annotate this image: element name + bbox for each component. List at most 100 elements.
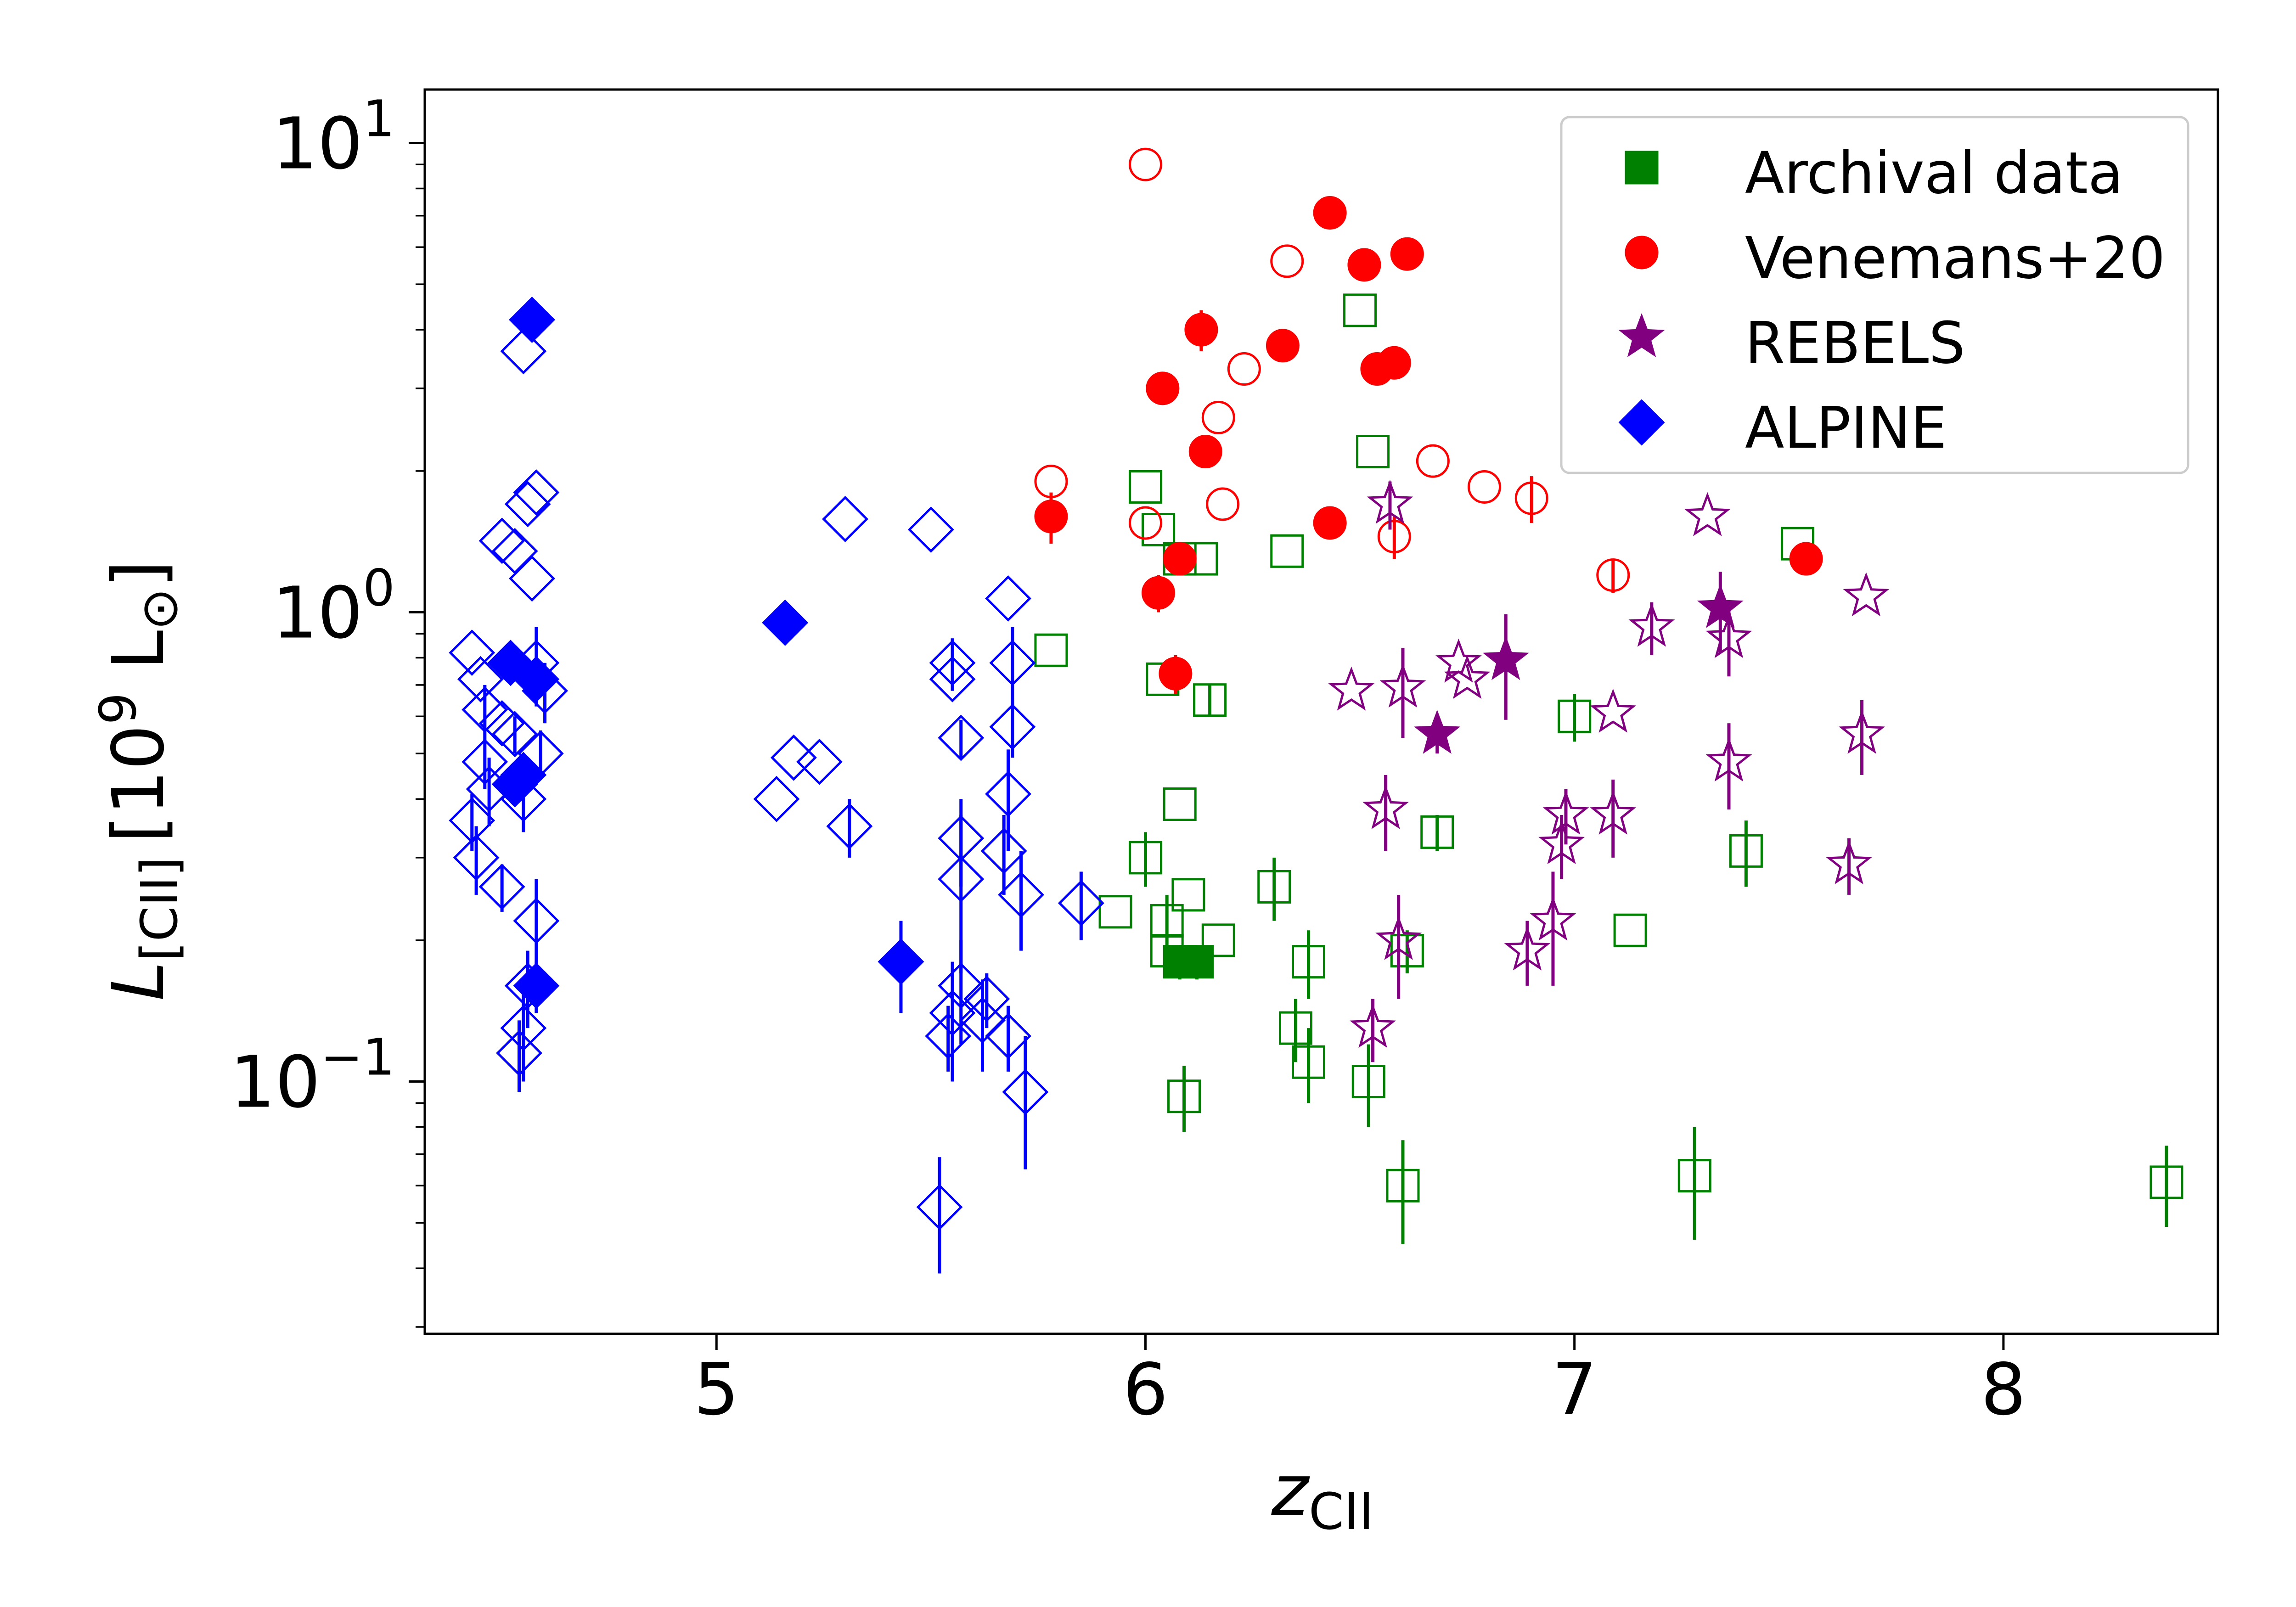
data-point bbox=[513, 656, 560, 702]
data-point bbox=[1184, 313, 1218, 347]
data-point bbox=[1590, 688, 1637, 733]
y-axis-label-units: [10 bbox=[97, 725, 180, 843]
data-point bbox=[487, 640, 534, 686]
y-tick-label: 100 bbox=[272, 559, 395, 655]
data-point bbox=[1270, 244, 1304, 278]
data-point bbox=[1278, 1011, 1312, 1045]
data-point bbox=[1328, 666, 1375, 711]
data-point bbox=[938, 962, 985, 1009]
data-point bbox=[457, 656, 504, 702]
x-tick-label: 7 bbox=[1552, 1348, 1597, 1431]
y-axis-label-units-close: ] bbox=[97, 560, 180, 588]
y-tick-label-base: 10 bbox=[272, 102, 363, 185]
data-point bbox=[1843, 572, 1890, 617]
data-point bbox=[1613, 913, 1647, 947]
series-star bbox=[1328, 479, 1890, 1062]
data-point bbox=[1098, 895, 1132, 929]
data-point bbox=[513, 469, 560, 516]
legend-label: ALPINE bbox=[1745, 395, 1947, 461]
data-point bbox=[513, 962, 560, 1009]
data-point bbox=[1058, 880, 1104, 927]
data-point bbox=[938, 714, 985, 761]
data-point bbox=[500, 328, 547, 375]
data-point bbox=[1002, 1068, 1049, 1115]
data-point bbox=[1538, 820, 1585, 865]
data-point bbox=[1542, 790, 1589, 835]
data-point bbox=[1375, 916, 1422, 960]
data-point bbox=[509, 297, 556, 343]
data-point bbox=[963, 976, 1010, 1023]
data-point bbox=[1266, 329, 1300, 363]
plot-frame bbox=[423, 88, 2219, 1335]
legend-marker bbox=[1625, 236, 1659, 270]
data-point bbox=[1377, 346, 1411, 380]
y-tick-label-base: 10 bbox=[272, 572, 363, 655]
data-point bbox=[1167, 1079, 1201, 1113]
data-point bbox=[1530, 896, 1576, 941]
series-circle bbox=[1034, 147, 1823, 694]
y-tick-label-base: 10 bbox=[230, 1041, 321, 1124]
data-point bbox=[1351, 1065, 1385, 1099]
data-point bbox=[929, 656, 976, 702]
data-point bbox=[449, 797, 495, 844]
data-point bbox=[1468, 470, 1501, 504]
data-point bbox=[1257, 870, 1291, 904]
data-point bbox=[1362, 785, 1409, 829]
data-point bbox=[989, 703, 1036, 750]
data-point bbox=[1390, 934, 1424, 968]
data-point bbox=[496, 1030, 542, 1076]
data-point bbox=[491, 711, 538, 758]
data-point bbox=[1482, 636, 1529, 680]
data-point bbox=[2150, 1165, 2183, 1199]
legend-box bbox=[1560, 116, 2189, 474]
data-point bbox=[1386, 1169, 1420, 1202]
data-point bbox=[1414, 709, 1461, 754]
data-point bbox=[513, 898, 560, 944]
data-point bbox=[461, 686, 508, 733]
data-point bbox=[1590, 790, 1637, 835]
legend-marker bbox=[1618, 313, 1665, 357]
data-point bbox=[1705, 737, 1752, 782]
legend: Archival data Venemans+20 REBELS ALPINE bbox=[1560, 116, 2189, 474]
legend-label: Venemans+20 bbox=[1745, 225, 2165, 292]
data-point bbox=[1171, 878, 1205, 912]
data-point bbox=[1188, 435, 1222, 469]
x-tick-label: 8 bbox=[1981, 1348, 2026, 1431]
y-axis-label-sub: [CII] bbox=[130, 857, 189, 961]
data-point bbox=[753, 775, 800, 822]
data-point bbox=[980, 827, 1027, 874]
y-axis-label-units-tail: L bbox=[97, 630, 180, 693]
data-point bbox=[1227, 352, 1261, 386]
data-point bbox=[1377, 520, 1411, 554]
data-point bbox=[989, 640, 1036, 686]
data-point bbox=[1128, 470, 1162, 504]
data-point bbox=[916, 1184, 963, 1231]
data-point bbox=[1313, 506, 1347, 540]
data-point bbox=[762, 599, 809, 646]
legend-label: REBELS bbox=[1745, 310, 1965, 376]
data-point bbox=[1034, 633, 1068, 667]
data-point bbox=[985, 770, 1031, 817]
data-point bbox=[796, 738, 843, 785]
data-point bbox=[1206, 487, 1240, 521]
data-point bbox=[1356, 435, 1390, 469]
data-point bbox=[929, 989, 976, 1036]
data-point bbox=[509, 555, 556, 602]
data-point bbox=[907, 506, 954, 553]
data-point bbox=[1343, 293, 1377, 327]
data-point bbox=[1128, 841, 1162, 875]
data-point bbox=[925, 1013, 972, 1059]
y-axis-label: L[CII][109 L⊙] bbox=[89, 560, 189, 1001]
y-axis-label-units-sup: 9 bbox=[89, 692, 147, 725]
data-point bbox=[1444, 655, 1491, 699]
data-point bbox=[1596, 558, 1630, 592]
y-tick-label: 10−1 bbox=[230, 1028, 395, 1124]
data-point bbox=[1201, 923, 1235, 957]
data-point bbox=[1789, 542, 1823, 576]
legend-marker bbox=[1625, 151, 1659, 185]
data-point bbox=[1128, 506, 1162, 540]
data-point bbox=[1839, 709, 1885, 754]
data-point bbox=[938, 856, 985, 903]
